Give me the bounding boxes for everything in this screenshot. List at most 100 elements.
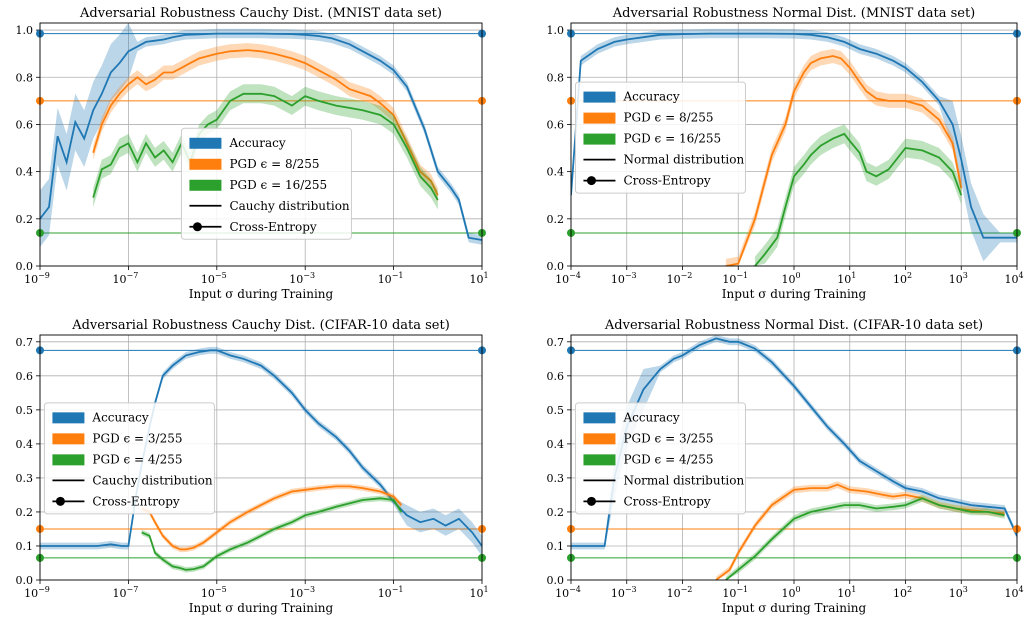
y-tick-label: 0.2 [547, 213, 565, 226]
y-tick-label: 0.3 [16, 472, 34, 485]
x-tick-label: 104 [1004, 271, 1023, 286]
x-axis-label: Input σ during Training [722, 601, 867, 615]
x-axis-label: Input σ during Training [189, 601, 334, 615]
legend: Accuracy PGD ϵ = 8/255 PGD ϵ = 16/255 Norma… [574, 81, 746, 194]
x-tick-label: 10−3 [289, 585, 315, 600]
x-tick-label: 10−9 [24, 271, 50, 286]
x-tick-label: 10−3 [289, 271, 315, 286]
series-line-accuracy [571, 337, 1017, 547]
y-tick-label: 0.0 [16, 574, 34, 587]
legend-swatch [189, 158, 222, 170]
y-tick-label: 0.5 [16, 404, 34, 417]
chart-panel-3: Adversarial Robustness Cauchy Dist. (CIF… [16, 318, 489, 615]
x-tick-label: 101 [837, 585, 856, 600]
legend-label: PGD ϵ = 16/255 [623, 132, 721, 146]
legend-dot-symbol [192, 222, 202, 232]
x-tick-label: 10−2 [667, 585, 693, 600]
series-line-pgd-large [754, 132, 963, 266]
series-line-pgd-large [141, 497, 403, 571]
chart-title: Adversarial Robustness Cauchy Dist. (CIF… [71, 318, 450, 333]
plot-area [40, 346, 482, 573]
y-tick-label: 0.4 [16, 438, 34, 451]
legend-label: PGD ϵ = 3/255 [623, 431, 713, 445]
x-tick-label: 100 [781, 271, 800, 286]
y-tick-label: 1.0 [547, 24, 565, 37]
chart-title: Adversarial Robustness Normal Dist. (CIF… [604, 318, 983, 333]
legend-swatch [52, 412, 85, 424]
chart-title: Adversarial Robustness Normal Dist. (MNI… [612, 6, 976, 21]
legend: Accuracy PGD ϵ = 3/255 PGD ϵ = 4/255 Normal… [574, 402, 746, 515]
legend-label: PGD ϵ = 4/255 [92, 452, 182, 466]
y-tick-label: 0.6 [16, 118, 34, 131]
y-tick-label: 0.4 [547, 166, 565, 179]
series-line-accuracy [571, 32, 1017, 239]
legend-label: Accuracy [622, 90, 679, 104]
legend: Accuracy PGD ϵ = 8/255 PGD ϵ = 16/255 Cauch… [180, 127, 352, 240]
legend-label: Cross-Entropy [623, 174, 710, 188]
y-tick-label: 0.1 [547, 540, 565, 553]
legend-label: Cross-Entropy [92, 494, 179, 508]
x-tick-label: 10−4 [555, 585, 581, 600]
y-tick-label: 0.6 [16, 370, 34, 383]
legend-swatch [583, 91, 616, 103]
y-tick-label: 0.2 [547, 506, 565, 519]
y-tick-label: 0.2 [16, 506, 34, 519]
x-tick-label: 103 [949, 271, 968, 286]
legend-swatch [189, 179, 222, 191]
y-tick-label: 0.3 [547, 472, 565, 485]
legend-label: Cross-Entropy [229, 220, 316, 234]
legend-label: Cross-Entropy [623, 494, 710, 508]
legend-label: PGD ϵ = 8/255 [229, 157, 319, 171]
legend-label: Cauchy distribution [229, 199, 349, 213]
legend-box [574, 402, 746, 515]
band-pgd-large [725, 494, 1005, 580]
series-line-pgd-large [92, 92, 439, 201]
axes-frame [39, 334, 483, 581]
x-tick-label: 10−1 [378, 585, 404, 600]
y-tick-label: 0.8 [16, 71, 34, 84]
plot-area [571, 335, 1017, 580]
x-tick-label: 10−9 [24, 585, 50, 600]
series-line-accuracy [40, 32, 482, 241]
plot-area [571, 28, 1017, 266]
x-tick-label: 10−5 [201, 585, 227, 600]
x-tick-label: 10−3 [611, 585, 637, 600]
x-tick-label: 10−2 [667, 271, 693, 286]
legend-swatch [52, 454, 85, 466]
x-tick-label: 102 [893, 271, 912, 286]
axes-frame [570, 334, 1018, 581]
x-tick-label: 101 [837, 271, 856, 286]
x-tick-label: 100 [781, 585, 800, 600]
legend-box [180, 127, 352, 240]
x-tick-label: 10−4 [555, 271, 581, 286]
series-line-pgd-small [725, 55, 963, 266]
plot-area [40, 23, 482, 248]
x-tick-label: 10−1 [378, 271, 404, 286]
legend-dot-symbol [55, 496, 65, 506]
series-line-accuracy [40, 349, 482, 547]
y-tick-label: 0.1 [16, 540, 34, 553]
legend-swatch [52, 433, 85, 445]
legend-swatch [583, 454, 616, 466]
legend-swatch [583, 133, 616, 145]
y-tick-label: 0.8 [547, 71, 565, 84]
legend-label: Cauchy distribution [92, 473, 212, 487]
y-tick-label: 0.0 [547, 574, 565, 587]
y-tick-label: 0.0 [547, 260, 565, 273]
legend-swatch [189, 137, 222, 149]
band-pgd-large [141, 495, 402, 573]
chart-panel-2: Adversarial Robustness Normal Dist. (MNI… [547, 6, 1024, 301]
legend-box [574, 81, 746, 194]
x-tick-label: 10−3 [611, 271, 637, 286]
legend-box [43, 402, 215, 515]
legend-dot-symbol [586, 496, 596, 506]
legend-swatch [583, 433, 616, 445]
legend-dot-symbol [586, 176, 596, 186]
x-tick-label: 101 [469, 271, 488, 286]
series-line-pgd-small [141, 485, 403, 551]
legend-label: PGD ϵ = 3/255 [92, 431, 182, 445]
y-tick-label: 0.7 [547, 336, 565, 349]
x-axis-label: Input σ during Training [722, 287, 867, 301]
band-pgd-large [755, 124, 962, 266]
